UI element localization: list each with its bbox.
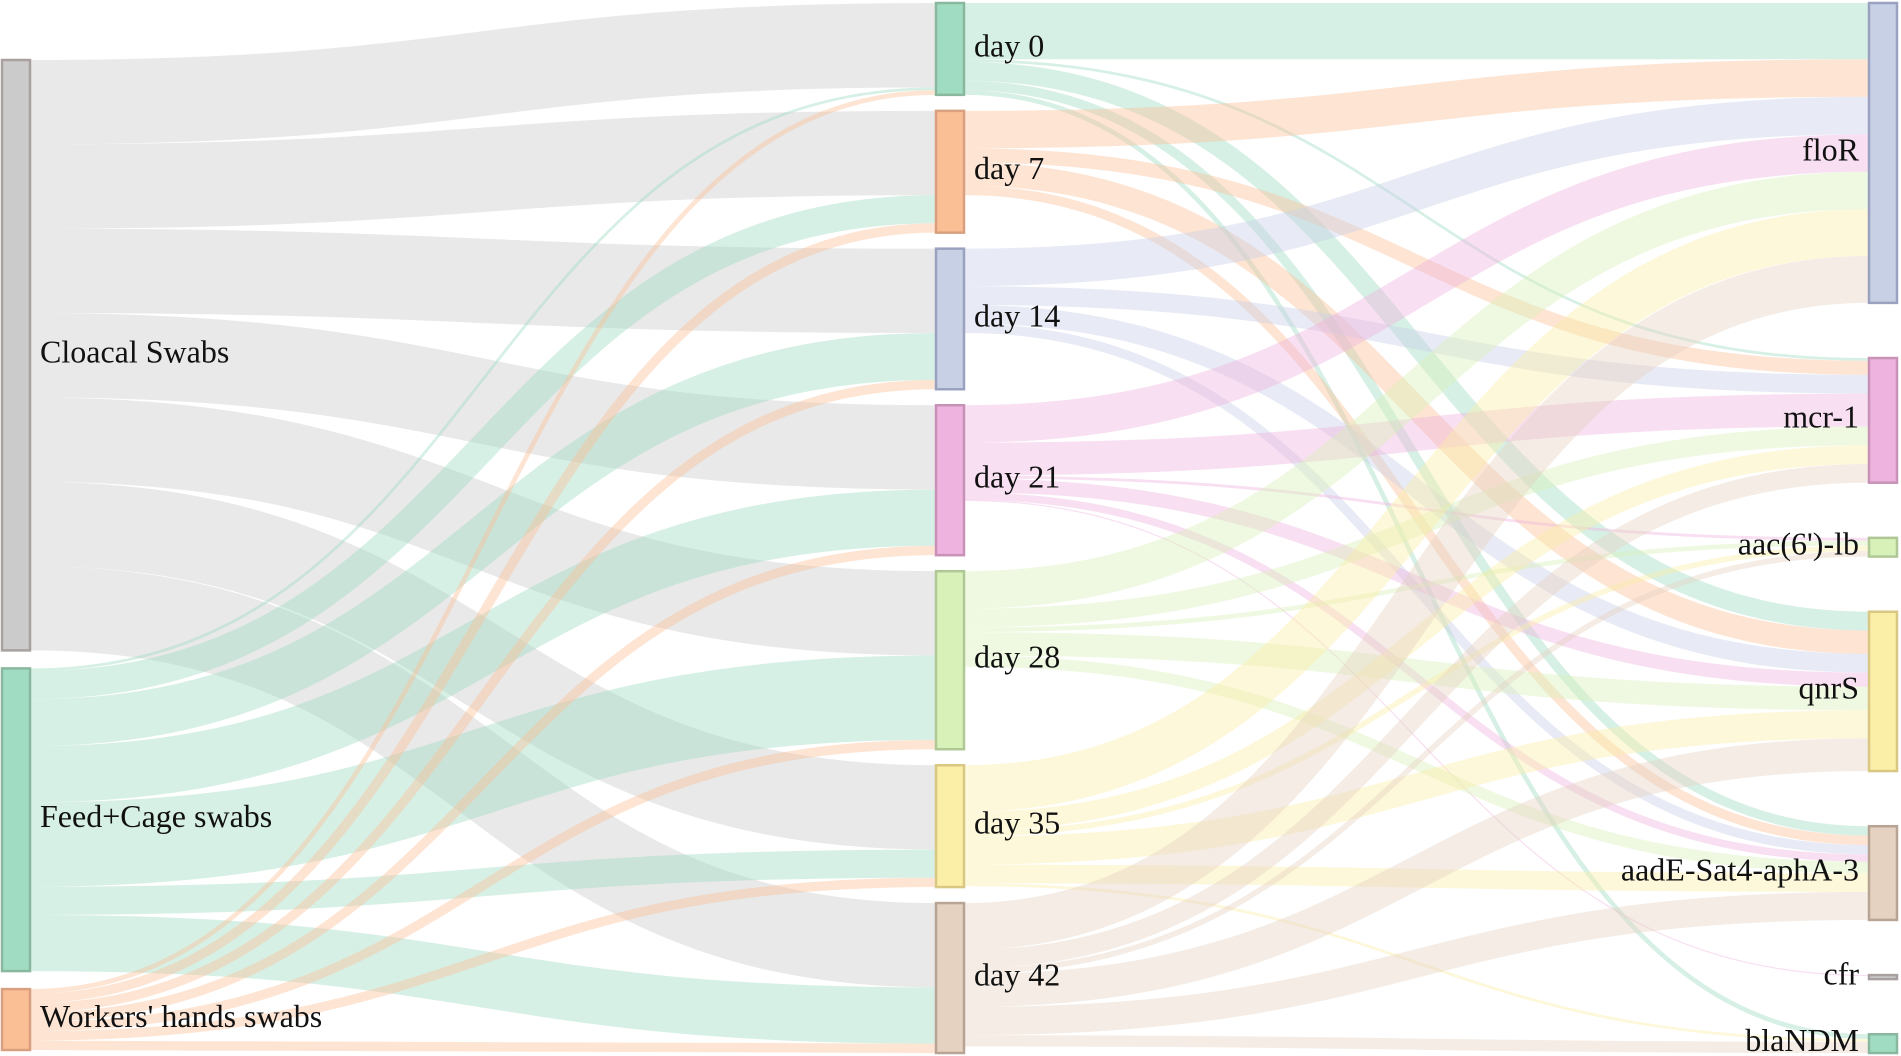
- link-feed-to-d42: [29, 914, 937, 1044]
- label-cfr: cfr: [1823, 955, 1859, 991]
- node-floR: [1867, 1, 1899, 305]
- link-d42-to-aac: [963, 550, 1870, 975]
- link-d35-to-mcr1: [963, 445, 1870, 831]
- node-d21: [934, 403, 966, 557]
- node-d28: [934, 569, 966, 751]
- node-aac: [1867, 536, 1899, 558]
- link-d21-to-cfr: [963, 499, 1870, 977]
- link-d21-to-aac: [963, 475, 1870, 541]
- link-cloacal-to-d42: [29, 566, 937, 988]
- label-blaNDM: blaNDM: [1745, 1022, 1859, 1056]
- node-feed: [0, 667, 32, 973]
- label-feed: Feed+Cage swabs: [40, 798, 272, 834]
- node-cfr: [1867, 973, 1899, 981]
- link-d0-to-aadE: [963, 80, 1870, 836]
- node-d42: [934, 901, 966, 1055]
- link-cloacal-to-d28: [29, 397, 937, 656]
- link-d35-to-aadE: [963, 864, 1870, 892]
- link-d42-to-aadE: [963, 891, 1870, 1036]
- sankey-links: [29, 2, 1870, 1054]
- label-aadE: aadE-Sat4-aphA-3: [1621, 851, 1859, 887]
- link-d42-to-mcr1: [963, 463, 1870, 969]
- label-floR: floR: [1802, 131, 1860, 167]
- link-workers-to-d35: [29, 877, 937, 1041]
- link-d28-to-floR: [963, 171, 1870, 609]
- node-d7: [934, 109, 966, 234]
- link-d28-to-qnrS: [963, 632, 1870, 711]
- link-feed-to-d0: [29, 87, 937, 672]
- node-qnrS: [1867, 610, 1899, 773]
- link-d28-to-mcr1: [963, 426, 1870, 628]
- node-blaNDM: [1867, 1033, 1899, 1055]
- label-qnrS: qnrS: [1799, 670, 1859, 706]
- label-d0: day 0: [974, 27, 1044, 63]
- link-d7-to-qnrS: [963, 162, 1870, 654]
- link-d14-to-mcr1: [963, 286, 1870, 394]
- link-cloacal-to-d21: [29, 313, 937, 490]
- node-cloacal: [0, 58, 32, 652]
- label-d28: day 28: [974, 639, 1060, 675]
- link-workers-to-d28: [29, 739, 937, 1032]
- link-feed-to-d35: [29, 849, 937, 915]
- node-mcr1: [1867, 356, 1899, 484]
- link-d28-to-aadE: [963, 655, 1870, 874]
- link-d0-to-mcr1: [963, 59, 1870, 361]
- link-d7-to-floR: [963, 59, 1870, 149]
- link-workers-to-d14: [29, 379, 937, 1013]
- link-cloacal-to-d14: [29, 228, 937, 334]
- node-aadE: [1867, 824, 1899, 922]
- link-feed-to-d14: [29, 333, 937, 747]
- node-d0: [934, 1, 966, 97]
- label-d21: day 21: [974, 459, 1060, 495]
- label-d7: day 7: [974, 150, 1044, 186]
- link-d35-to-floR: [963, 209, 1870, 813]
- link-d7-to-aadE: [963, 185, 1870, 845]
- label-d14: day 14: [974, 297, 1060, 333]
- node-d14: [934, 247, 966, 391]
- link-d14-to-qnrS: [963, 304, 1870, 673]
- link-d42-to-floR: [963, 256, 1870, 950]
- link-d28-to-aac: [963, 540, 1870, 633]
- link-feed-to-d21: [29, 489, 937, 803]
- label-d35: day 35: [974, 804, 1060, 840]
- link-d7-to-mcr1: [963, 148, 1870, 375]
- node-d35: [934, 763, 966, 889]
- link-cloacal-to-d7: [29, 110, 937, 229]
- label-d42: day 42: [974, 956, 1060, 992]
- link-d42-to-blaNDM: [963, 1035, 1870, 1054]
- link-d35-to-qnrS: [963, 710, 1870, 865]
- link-d14-to-floR: [963, 96, 1870, 287]
- label-workers: Workers' hands swabs: [40, 998, 322, 1034]
- link-feed-to-d7: [29, 195, 937, 700]
- link-cloacal-to-d0: [29, 2, 937, 145]
- link-d42-to-qnrS: [963, 738, 1870, 1008]
- label-mcr1: mcr-1: [1783, 399, 1859, 435]
- link-d21-to-aadE: [963, 492, 1870, 862]
- link-workers-to-d7: [29, 223, 937, 1004]
- link-d0-to-blaNDM: [963, 90, 1870, 1039]
- link-d21-to-mcr1: [963, 393, 1870, 476]
- link-workers-to-d0: [29, 90, 937, 994]
- link-d21-to-floR: [963, 134, 1870, 443]
- link-d14-to-aadE: [963, 323, 1870, 855]
- link-workers-to-d21: [29, 545, 937, 1022]
- label-cloacal: Cloacal Swabs: [40, 334, 229, 370]
- node-workers: [0, 987, 32, 1052]
- link-d21-to-qnrS: [963, 478, 1870, 687]
- link-d35-to-blaNDM: [963, 883, 1870, 1042]
- label-aac: aac(6')-lb: [1738, 526, 1859, 562]
- link-workers-to-d42: [29, 1040, 937, 1053]
- link-feed-to-d28: [29, 655, 937, 887]
- link-d35-to-aac: [963, 545, 1870, 837]
- link-cloacal-to-d35: [29, 481, 937, 850]
- sankey-labels: Cloacal Swabs Feed+Cage swabs Workers' han…: [40, 27, 1860, 1056]
- link-d0-to-qnrS: [963, 62, 1870, 631]
